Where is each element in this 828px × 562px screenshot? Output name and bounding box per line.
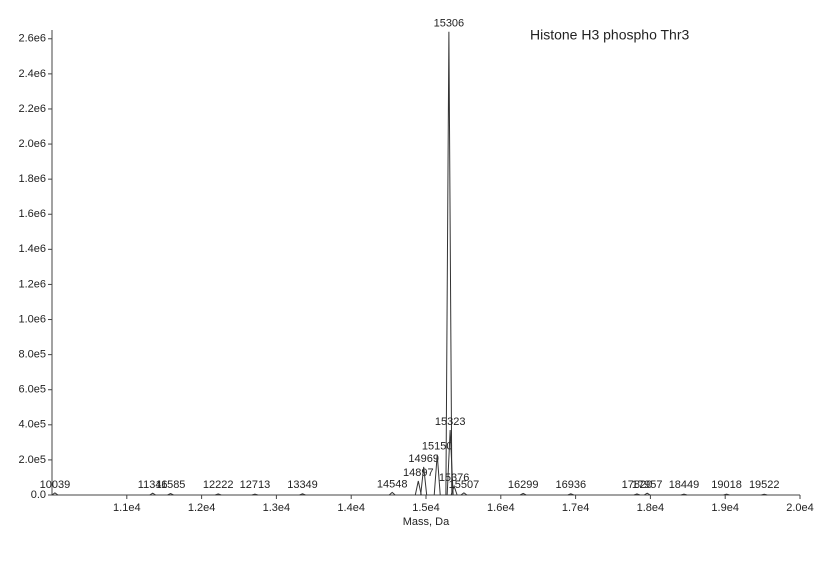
y-tick-label: 4.0e5 xyxy=(18,419,46,431)
x-tick-label: 1.5e4 xyxy=(412,502,440,514)
peak xyxy=(633,493,641,496)
y-tick-label: 1.0e6 xyxy=(18,313,46,325)
peak-label: 14969 xyxy=(408,453,439,465)
y-tick-label: 6.0e5 xyxy=(18,384,46,396)
annotation: Histone H3 phospho Thr3 xyxy=(530,27,689,43)
x-tick-label: 1.1e4 xyxy=(113,502,141,514)
x-tick-label: 1.4e4 xyxy=(337,502,365,514)
peak-label: 18449 xyxy=(669,479,700,491)
y-tick-label: 1.6e6 xyxy=(18,208,46,220)
peak-label: 13349 xyxy=(287,479,318,491)
peak xyxy=(251,493,259,496)
peak-label: 19522 xyxy=(749,479,780,491)
x-tick-label: 1.6e4 xyxy=(487,502,515,514)
peak xyxy=(420,466,428,496)
y-tick-label: 2.0e6 xyxy=(18,138,46,150)
peak-label: 15323 xyxy=(435,416,466,428)
peak-label: 12222 xyxy=(203,479,234,491)
peak-label: 12713 xyxy=(240,479,271,491)
peak-label: 14548 xyxy=(377,478,408,490)
peak-label: 14897 xyxy=(403,467,434,479)
peak-label: 16299 xyxy=(508,479,539,491)
peak xyxy=(414,480,422,496)
peak-label: 15306 xyxy=(434,18,465,30)
peak xyxy=(445,31,453,496)
y-tick-label: 2.0e5 xyxy=(18,454,46,466)
y-tick-label: 0.0 xyxy=(31,489,46,501)
peak xyxy=(761,493,768,496)
peak xyxy=(149,492,156,496)
peak xyxy=(299,493,306,496)
peak-label: 17957 xyxy=(632,479,663,491)
peak xyxy=(567,493,575,496)
peak-label: 11346 xyxy=(138,479,168,491)
y-tick-label: 8.0e5 xyxy=(18,349,46,361)
x-tick-label: 1.7e4 xyxy=(562,502,590,514)
x-tick-label: 1.9e4 xyxy=(711,502,739,514)
peak-label: 11585 xyxy=(156,479,186,491)
y-tick-label: 2.2e6 xyxy=(18,103,46,115)
x-tick-label: 1.8e4 xyxy=(637,502,665,514)
x-tick-label: 1.3e4 xyxy=(263,502,291,514)
peak xyxy=(519,492,527,496)
y-tick-label: 2.4e6 xyxy=(18,68,46,80)
x-axis-label: Mass, Da xyxy=(403,516,450,528)
peak xyxy=(460,492,468,496)
peak xyxy=(51,492,59,496)
peak xyxy=(215,493,222,496)
peak-label: 19018 xyxy=(711,479,742,491)
peak xyxy=(723,493,730,496)
x-tick-label: 1.2e4 xyxy=(188,502,216,514)
peak xyxy=(388,491,396,496)
peak xyxy=(167,493,174,496)
peak xyxy=(680,493,688,496)
y-tick-label: 1.8e6 xyxy=(18,173,46,185)
peak-label: 15150 xyxy=(422,441,453,453)
peak xyxy=(446,430,454,496)
peak xyxy=(450,484,458,496)
peak-label: 15507 xyxy=(449,479,480,491)
x-tick-label: 2.0e4 xyxy=(786,502,814,514)
y-tick-label: 1.4e6 xyxy=(18,243,46,255)
peak xyxy=(643,492,651,496)
peak-label: 16936 xyxy=(556,479,587,491)
peak-label: 17820 xyxy=(622,479,653,491)
peak-label: 10039 xyxy=(40,479,71,491)
peak-label: 15376 xyxy=(439,472,470,484)
y-tick-label: 1.2e6 xyxy=(18,278,46,290)
peak xyxy=(433,454,441,496)
y-tick-label: 2.6e6 xyxy=(18,33,46,45)
